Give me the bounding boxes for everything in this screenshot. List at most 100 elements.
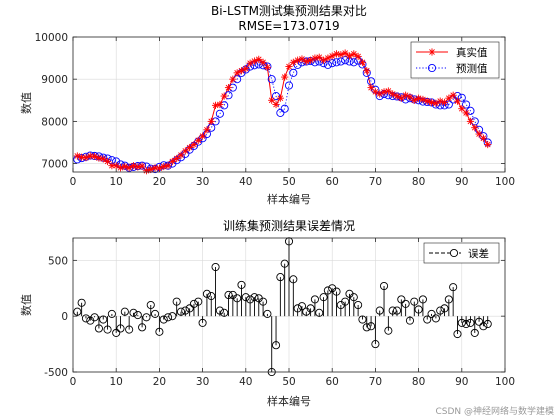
pred-point — [289, 68, 298, 77]
error-point — [384, 326, 393, 335]
error-point — [224, 290, 233, 300]
true-point — [216, 100, 224, 109]
pred-point — [457, 93, 466, 102]
true-point — [466, 117, 475, 125]
error-point — [466, 318, 475, 327]
error-point — [120, 307, 129, 316]
error-point — [73, 307, 82, 316]
true-point — [138, 162, 146, 170]
error-point — [194, 297, 203, 306]
error-point — [198, 318, 207, 327]
true-point — [406, 93, 414, 101]
error-point — [332, 287, 341, 296]
true-point — [263, 63, 271, 71]
error-point — [388, 306, 397, 315]
error-point — [293, 304, 302, 313]
error-point — [457, 318, 466, 327]
error-point — [185, 304, 194, 313]
error-point — [323, 286, 332, 295]
error-point — [237, 280, 246, 289]
error-point — [276, 273, 285, 282]
true-point — [220, 92, 228, 100]
error-point — [444, 295, 453, 304]
error-point — [181, 306, 190, 315]
error-point — [371, 340, 380, 349]
true-point — [103, 157, 112, 166]
error-point — [90, 313, 99, 322]
true-point — [142, 167, 151, 175]
error-point — [259, 297, 268, 306]
legend-true-label: 真实值 — [456, 46, 488, 59]
error-point — [280, 259, 289, 268]
true-point — [475, 130, 483, 138]
error-point — [358, 315, 367, 324]
true-point — [164, 162, 172, 170]
error-point — [431, 314, 440, 323]
error-point — [211, 262, 220, 272]
true-point — [341, 49, 349, 57]
error-point — [392, 306, 402, 315]
error-point — [367, 322, 376, 331]
true-point — [479, 134, 487, 142]
error-point — [306, 304, 315, 313]
top-xtick-label: 80 — [412, 176, 425, 188]
true-point — [95, 154, 103, 162]
true-point — [181, 147, 189, 155]
bottom-xtick-label: 0 — [70, 376, 77, 388]
top-ytick-label: 8000 — [41, 116, 68, 128]
error-point — [159, 315, 168, 324]
error-point — [202, 289, 211, 298]
true-point — [449, 91, 457, 99]
error-point — [263, 309, 272, 318]
bottom-xtick-label: 40 — [239, 376, 252, 388]
error-point — [220, 308, 229, 317]
error-point — [319, 293, 328, 302]
pred-point — [215, 109, 224, 118]
top-xtick-label: 30 — [196, 176, 209, 188]
error-point — [375, 306, 384, 315]
true-point — [116, 164, 125, 172]
true-point — [311, 54, 319, 62]
true-point — [255, 55, 263, 63]
bottom-chart-xlabel: 样本编号 — [267, 394, 311, 408]
error-point — [133, 310, 142, 320]
error-point — [449, 283, 458, 292]
top-xtick-label: 40 — [239, 176, 252, 188]
error-point — [483, 319, 492, 329]
pred-point — [466, 106, 475, 115]
true-point — [367, 84, 375, 92]
true-point — [194, 136, 202, 144]
error-point — [271, 341, 281, 350]
true-point — [440, 98, 449, 106]
true-point — [462, 109, 470, 117]
pred-point — [276, 108, 285, 117]
top-chart-title: Bi-LSTM测试集预测结果对比 — [211, 3, 367, 18]
error-point — [310, 295, 319, 304]
true-point — [177, 151, 185, 159]
true-point — [99, 155, 107, 163]
error-point — [405, 316, 415, 325]
error-point — [418, 295, 427, 304]
true-point — [229, 75, 237, 83]
true-point — [276, 94, 284, 102]
legend-true-marker — [428, 48, 436, 56]
top-ytick-label: 9000 — [41, 74, 68, 86]
error-point — [379, 281, 389, 291]
error-point — [151, 309, 160, 318]
bottom-chart-ylabel: 数值 — [20, 294, 33, 316]
top-ytick-label: 10000 — [35, 32, 68, 44]
error-point — [107, 309, 116, 318]
error-point — [401, 299, 410, 308]
legend-pred-marker — [427, 63, 437, 73]
top-xtick-label: 10 — [110, 176, 123, 188]
legend-error-marker — [449, 248, 459, 258]
error-point — [341, 297, 350, 306]
true-point — [298, 55, 306, 63]
error-point — [129, 308, 138, 317]
bottom-xtick-label: 60 — [326, 376, 339, 388]
true-point — [272, 100, 280, 109]
true-point — [453, 97, 462, 105]
top-xtick-label: 70 — [369, 176, 382, 188]
